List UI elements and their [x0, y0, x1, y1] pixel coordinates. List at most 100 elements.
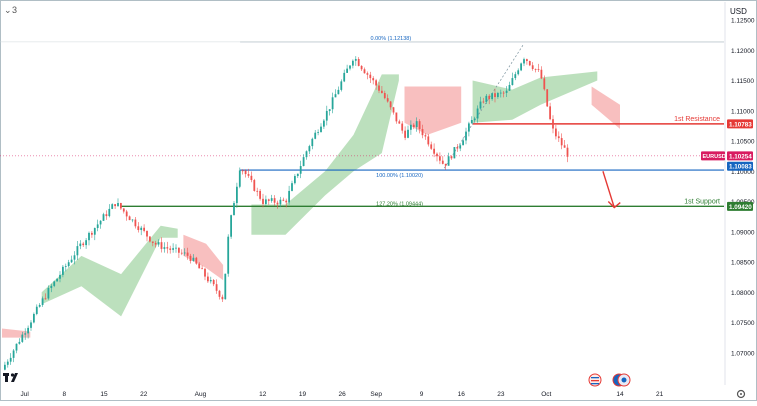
candle-103 [302, 154, 305, 167]
candle-body [311, 138, 314, 147]
candle-42 [125, 209, 128, 221]
candle-1 [6, 359, 9, 368]
price-tick-label: 1.07500 [731, 320, 755, 327]
candle-80 [236, 182, 238, 208]
candle-body [137, 226, 140, 231]
candle-0 [4, 361, 6, 371]
price-axis[interactable]: 1.070001.075001.080001.085001.090001.095… [701, 18, 755, 358]
candle-body [369, 74, 372, 79]
candle-11 [35, 304, 38, 316]
candle-7 [24, 328, 27, 340]
candle-body [540, 69, 543, 79]
candle-body [337, 89, 340, 95]
candle-body [279, 199, 282, 205]
candle-body [64, 266, 67, 267]
candle-26 [79, 240, 82, 250]
candle-body [227, 236, 230, 274]
candle-171 [499, 89, 502, 98]
candle-body [520, 63, 522, 71]
candle-122 [357, 57, 360, 67]
candle-159 [465, 127, 467, 145]
currency-label[interactable]: USD [730, 7, 747, 16]
candle-56 [166, 241, 169, 254]
candle-149 [436, 152, 438, 162]
candle-79 [233, 200, 235, 216]
candle-83 [244, 169, 247, 178]
candle-24 [73, 251, 76, 265]
candle-body [175, 247, 177, 249]
time-axis[interactable]: Jul 8 15 22 Aug 12 19 26 Sep 9 16 23 Oct 14 21 [21, 391, 664, 398]
candle-165 [482, 97, 485, 104]
candle-body [253, 180, 256, 191]
candle-194 [566, 144, 569, 163]
candle-body [421, 129, 424, 136]
candle-body [499, 92, 502, 94]
candle-body [340, 81, 343, 90]
candle-49 [146, 230, 148, 242]
candle-body [178, 247, 180, 253]
candle-body [334, 94, 337, 98]
candle-25 [76, 241, 79, 260]
chevron-down-icon: ⌄ [4, 5, 12, 15]
candle-44 [131, 219, 134, 223]
candle-5 [18, 338, 21, 345]
candle-150 [439, 152, 441, 165]
candle-body [204, 268, 206, 277]
candle-164 [479, 96, 482, 110]
candle-body [473, 118, 476, 121]
candle-body [88, 232, 90, 241]
candle-body [494, 93, 496, 98]
candle-84 [247, 168, 250, 178]
candle-190 [555, 124, 557, 140]
candle-117 [343, 69, 346, 83]
candle-86 [253, 178, 256, 192]
candle-57 [169, 245, 172, 254]
interval-dropdown[interactable]: ⌄ 3 [4, 5, 17, 15]
candle-9 [30, 320, 32, 331]
candle-body [560, 138, 563, 146]
candle-body [528, 61, 531, 66]
candle-body [508, 84, 511, 91]
us-flag-event-icon[interactable] [588, 373, 602, 387]
cloud-segment-3 [251, 74, 399, 235]
eu-flag-event-icon[interactable] [612, 373, 631, 387]
candle-108 [317, 129, 319, 136]
candle-body [291, 183, 293, 191]
candle-155 [453, 146, 456, 159]
candle-body [267, 199, 270, 201]
candle-body [557, 136, 560, 139]
candle-144 [421, 124, 424, 139]
candle-55 [163, 242, 166, 253]
candle-110 [323, 118, 325, 129]
candle-39 [117, 198, 119, 207]
candle-body [441, 160, 444, 164]
candle-body [73, 255, 76, 260]
candle-body [517, 70, 520, 75]
candle-body [70, 259, 73, 263]
candle-body [505, 90, 508, 93]
candle-107 [314, 130, 317, 140]
candle-body [149, 236, 151, 242]
candle-175 [511, 72, 514, 86]
candle-174 [508, 81, 511, 91]
candle-169 [494, 88, 496, 103]
support-price-tag-text: 1.09420 [729, 204, 752, 211]
candle-body [470, 120, 473, 124]
cloud-segment-6 [591, 86, 620, 129]
cloud-segment-2 [183, 234, 224, 281]
candle-body [224, 273, 227, 300]
candle-body [131, 219, 134, 221]
candle-body [24, 333, 27, 335]
candle-body [169, 248, 172, 250]
candle-168 [491, 93, 493, 101]
candle-body [294, 176, 296, 184]
candle-3 [12, 348, 15, 363]
candle-37 [111, 203, 114, 210]
settings-gear-icon[interactable] [736, 389, 746, 399]
candle-22 [67, 259, 70, 268]
candle-180 [526, 58, 528, 65]
candlesticks [4, 56, 569, 371]
